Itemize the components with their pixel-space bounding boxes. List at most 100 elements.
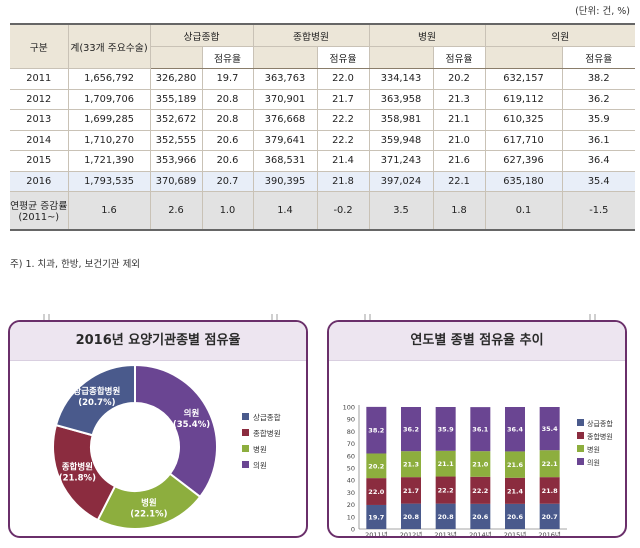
cell-tertiary: 355,189 <box>149 89 202 110</box>
cell-year: 2014 <box>10 130 68 151</box>
data-label: 20.6 <box>507 513 524 521</box>
avg-cell-hospital-share: 1.8 <box>432 191 485 231</box>
x-tick-label: 2012년 <box>400 530 423 537</box>
cell-general: 368,531 <box>252 150 317 172</box>
data-label: 21.3 <box>403 461 419 469</box>
bar-segment <box>366 453 387 479</box>
legend-label: 상급종합 <box>587 419 613 428</box>
cell-tertiary: 352,555 <box>149 130 202 151</box>
header-general: 종합병원 <box>252 24 369 47</box>
donut-slice <box>54 363 136 437</box>
cell-clinic: 635,180 <box>484 171 562 192</box>
legend-label: 병원 <box>587 445 600 454</box>
cell-tertiary: 370,689 <box>149 171 202 192</box>
legend-swatch <box>577 419 584 426</box>
data-label: 20.6 <box>472 513 489 521</box>
cell-total: 1,793,535 <box>67 171 150 192</box>
bar-segment <box>539 503 560 529</box>
cell-clinic: 617,710 <box>484 130 562 151</box>
bar-segment <box>401 477 421 504</box>
cell-hospital-share: 20.2 <box>432 68 485 90</box>
cell-tertiary-share: 20.7 <box>201 171 253 192</box>
cell-general: 370,901 <box>252 89 317 110</box>
y-tick-label: 70 <box>347 440 355 448</box>
cell-clinic-share: 35.9 <box>561 109 635 131</box>
y-tick-label: 0 <box>351 526 355 534</box>
cell-clinic: 610,325 <box>484 109 562 131</box>
donut-slice <box>134 363 218 499</box>
bar-segment <box>505 503 525 529</box>
header-share: 점유율 <box>201 46 253 69</box>
bar-segment <box>401 451 421 478</box>
cell-year: 2015 <box>10 150 68 172</box>
cell-tertiary: 352,672 <box>149 109 202 131</box>
cell-clinic: 632,157 <box>484 68 562 90</box>
y-tick-label: 90 <box>347 416 355 424</box>
y-tick-label: 80 <box>347 428 355 436</box>
data-label: 20.2 <box>368 462 384 470</box>
bar-segment <box>539 450 560 478</box>
y-tick-label: 40 <box>347 477 355 485</box>
y-tick-label: 10 <box>347 513 355 521</box>
cell-clinic-share: 38.2 <box>561 68 635 90</box>
cell-total: 1,721,390 <box>67 150 150 172</box>
data-label: 20.7 <box>542 513 558 521</box>
data-label: 20.8 <box>403 513 420 521</box>
cell-tertiary-share: 20.6 <box>201 150 253 172</box>
cell-hospital: 363,958 <box>368 89 433 110</box>
legend-label: 상급종합 <box>253 412 281 422</box>
cell-general: 379,641 <box>252 130 317 151</box>
table-row: 2015 1,721,390 353,966 20.6 368,531 21.4 371,2… <box>10 150 635 172</box>
cell-general-share: 21.8 <box>316 171 369 192</box>
table-row: 2011 1,656,792 326,280 19.7 363,763 22.0 334,1… <box>10 68 635 90</box>
legend-label: 병원 <box>253 445 267 454</box>
cell-hospital: 397,024 <box>368 171 433 192</box>
statistics-table: 구분 계(33개 주요수술) 상급종합 종합병원 병원 의원 점유율 점유율 점… <box>10 23 635 231</box>
legend-swatch <box>577 458 584 465</box>
cell-hospital: 358,981 <box>368 109 433 131</box>
cell-total: 1,709,706 <box>67 89 150 110</box>
legend-swatch <box>242 445 249 452</box>
cell-general-share: 22.2 <box>316 130 369 151</box>
table-body: 2011 1,656,792 326,280 19.7 363,763 22.0 334,1… <box>10 68 635 231</box>
bar-segment <box>435 407 456 451</box>
avg-cell-total: 1.6 <box>67 191 150 231</box>
cell-general-share: 21.4 <box>316 150 369 172</box>
cell-tertiary-share: 20.6 <box>201 130 253 151</box>
legend-swatch <box>242 461 249 468</box>
cell-general-share: 22.0 <box>316 68 369 90</box>
x-tick-label: 2015년 <box>504 530 527 537</box>
x-tick-label: 2013년 <box>434 530 457 537</box>
header-hospital: 병원 <box>368 24 485 47</box>
bar-segment <box>366 406 387 454</box>
avg-growth-row: 연평균 증감률 (2011~) 1.6 2.6 1.0 1.4 -0.2 3.5 1.8 0.1-… <box>10 191 635 231</box>
data-label: 22.2 <box>438 487 454 495</box>
x-tick-label: 2014년 <box>469 530 492 537</box>
table-row: 2016 1,793,535 370,689 20.7 390,395 21.8 397,0… <box>10 171 635 192</box>
cell-clinic: 627,396 <box>484 150 562 172</box>
avg-cell-general: 1.4 <box>252 191 317 231</box>
bar-segment <box>539 407 560 451</box>
cell-hospital-share: 21.3 <box>432 89 485 110</box>
avg-growth-label: 연평균 증감률 (2011~) <box>10 191 68 231</box>
cell-hospital-share: 21.0 <box>432 130 485 151</box>
legend-swatch <box>577 432 584 439</box>
data-label: 19.7 <box>368 513 384 521</box>
cell-hospital-share: 21.1 <box>432 109 485 131</box>
cell-general-share: 21.7 <box>316 89 369 110</box>
bar-segment <box>435 476 456 504</box>
donut-chart: 의원 (35.4%) 병원 (22.1%) 종합병원 (21.8%) 상급종합병원 (20.7… <box>52 363 281 530</box>
cell-hospital-share: 21.6 <box>432 150 485 172</box>
cell-general: 376,668 <box>252 109 317 131</box>
bar-segment <box>470 451 491 477</box>
bar-segment <box>505 451 525 478</box>
cell-tertiary-share: 19.7 <box>201 68 253 90</box>
avg-growth-label-line1: 연평균 증감률 <box>10 201 68 212</box>
bar-segment <box>470 503 491 529</box>
legend-label: 종합병원 <box>587 432 613 441</box>
bar-segment <box>435 450 456 477</box>
bar-segment <box>539 477 560 504</box>
slice-label: 상급종합병원 (20.7%) <box>73 386 120 408</box>
avg-cell-tertiary: 2.6 <box>149 191 202 231</box>
cell-general: 363,763 <box>252 68 317 90</box>
